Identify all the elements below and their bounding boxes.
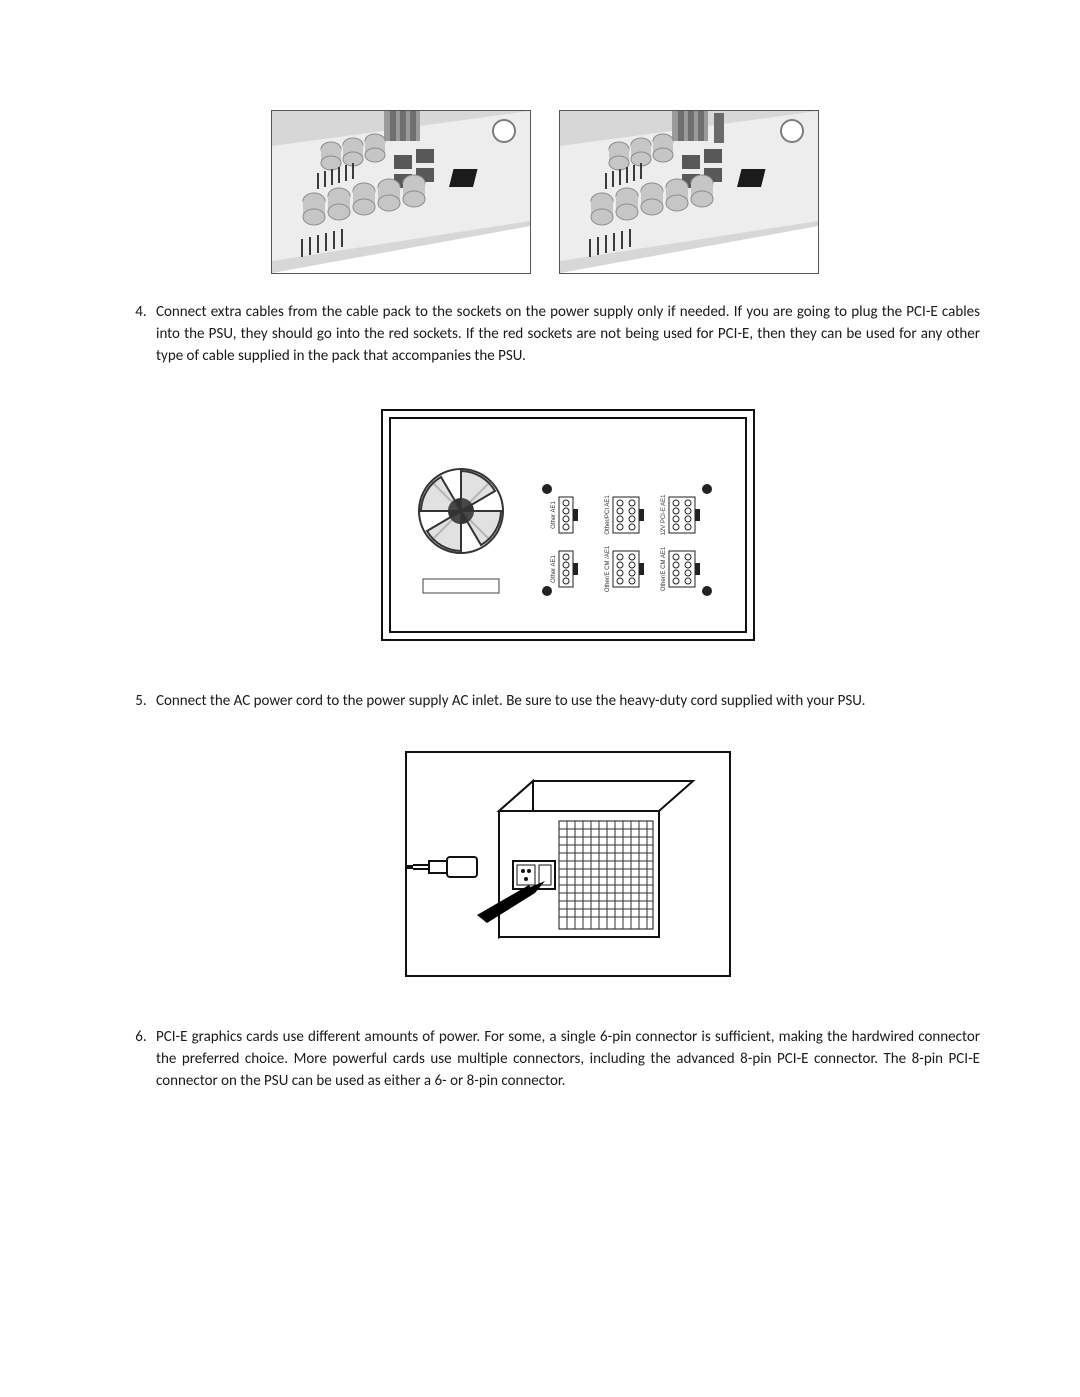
step-4-text: Connect extra cables from the cable pack… bbox=[156, 303, 980, 365]
motherboard-svg-2 bbox=[560, 111, 818, 273]
figure-socket-panel-wrap: Other AE1 Other AE1 bbox=[156, 409, 980, 641]
svg-text:Other AE1: Other AE1 bbox=[551, 555, 557, 583]
step-6: PCI-E graphics cards use different amoun… bbox=[150, 1027, 980, 1092]
step-4: Connect extra cables from the cable pack… bbox=[150, 302, 980, 641]
step-5-text: Connect the AC power cord to the power s… bbox=[156, 692, 865, 710]
step-6-text: PCI-E graphics cards use different amoun… bbox=[156, 1028, 980, 1090]
svg-text:12V PCI-E AE1: 12V PCI-E AE1 bbox=[661, 494, 667, 536]
page: Connect extra cables from the cable pack… bbox=[0, 0, 1080, 1397]
svg-text:Other/E CM /AE1: Other/E CM /AE1 bbox=[605, 545, 611, 592]
svg-text:Other/E CM AE1: Other/E CM AE1 bbox=[661, 546, 667, 591]
figure-psu-ac bbox=[405, 751, 731, 977]
figure-motherboard-1 bbox=[271, 110, 531, 274]
figure-pair-motherboard bbox=[110, 110, 980, 274]
svg-text:Other/PCI AE1: Other/PCI AE1 bbox=[605, 495, 611, 535]
socket-panel-svg: Other AE1 Other AE1 bbox=[383, 411, 753, 639]
motherboard-svg-1 bbox=[272, 111, 530, 273]
svg-text:Other AE1: Other AE1 bbox=[551, 501, 557, 529]
psu-ac-svg bbox=[407, 753, 729, 975]
figure-socket-panel: Other AE1 Other AE1 bbox=[381, 409, 755, 641]
figure-psu-ac-wrap bbox=[156, 751, 980, 977]
steps-list: Connect extra cables from the cable pack… bbox=[110, 302, 980, 1092]
step-5: Connect the AC power cord to the power s… bbox=[150, 691, 980, 977]
figure-motherboard-2 bbox=[559, 110, 819, 274]
